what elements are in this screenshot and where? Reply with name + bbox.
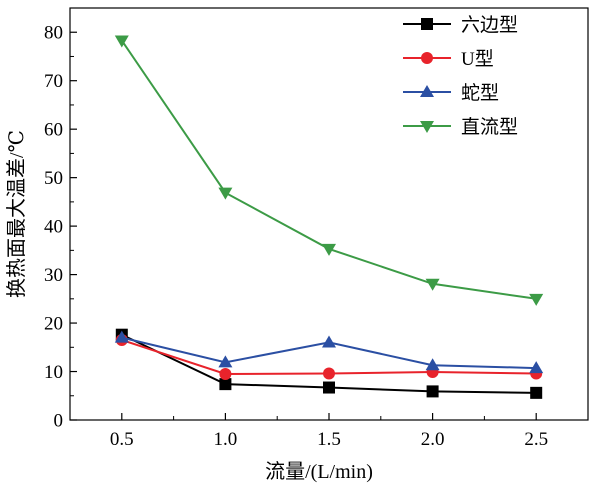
legend-label-4: 直流型 bbox=[461, 116, 518, 138]
series-3-point bbox=[529, 361, 544, 374]
series-4-point bbox=[425, 278, 440, 291]
x-tick-label: 2.0 bbox=[421, 429, 445, 450]
series-3-point bbox=[322, 335, 336, 348]
legend-marker-2 bbox=[421, 52, 433, 64]
legend-marker-1 bbox=[421, 18, 433, 30]
y-tick-label: 30 bbox=[44, 265, 63, 286]
series-4-point bbox=[218, 187, 233, 200]
series-2-point bbox=[219, 367, 232, 380]
series-line-4 bbox=[120, 39, 537, 300]
y-tick-label: 0 bbox=[54, 411, 64, 432]
series-2-point bbox=[323, 367, 335, 380]
x-tick-label: 0.5 bbox=[110, 429, 134, 450]
series-4-point bbox=[322, 243, 336, 256]
y-tick-label: 80 bbox=[44, 23, 63, 44]
legend-label-3: 蛇型 bbox=[461, 82, 499, 104]
legend-label-1: 六边型 bbox=[461, 14, 518, 36]
y-tick-label: 10 bbox=[44, 362, 63, 383]
legend-marker-3 bbox=[420, 85, 434, 97]
x-tick-label: 2.5 bbox=[524, 429, 548, 450]
series-1-point bbox=[219, 378, 232, 391]
x-tick-label: 1.0 bbox=[214, 429, 238, 450]
plot-frame bbox=[69, 7, 589, 421]
y-axis-label: 换热面最大温差/℃ bbox=[5, 130, 28, 298]
series-1-point bbox=[426, 385, 439, 398]
series-3-point bbox=[114, 330, 129, 343]
y-tick-label: 60 bbox=[44, 120, 63, 141]
y-tick-label: 20 bbox=[44, 314, 63, 335]
legend-label-2: U型 bbox=[461, 48, 494, 70]
series-3-point bbox=[218, 355, 233, 368]
series-4-point bbox=[114, 35, 129, 48]
x-tick-label: 1.5 bbox=[317, 429, 341, 450]
x-axis-label: 流量/(L/min) bbox=[265, 460, 373, 483]
y-tick-label: 40 bbox=[44, 217, 63, 238]
series-1-point bbox=[323, 381, 335, 394]
series-4-point bbox=[529, 293, 544, 306]
legend-marker-4 bbox=[420, 121, 434, 133]
series-3-point bbox=[425, 358, 440, 371]
y-tick-label: 50 bbox=[44, 168, 63, 189]
series-1-point bbox=[530, 386, 543, 399]
y-tick-label: 70 bbox=[44, 71, 63, 92]
